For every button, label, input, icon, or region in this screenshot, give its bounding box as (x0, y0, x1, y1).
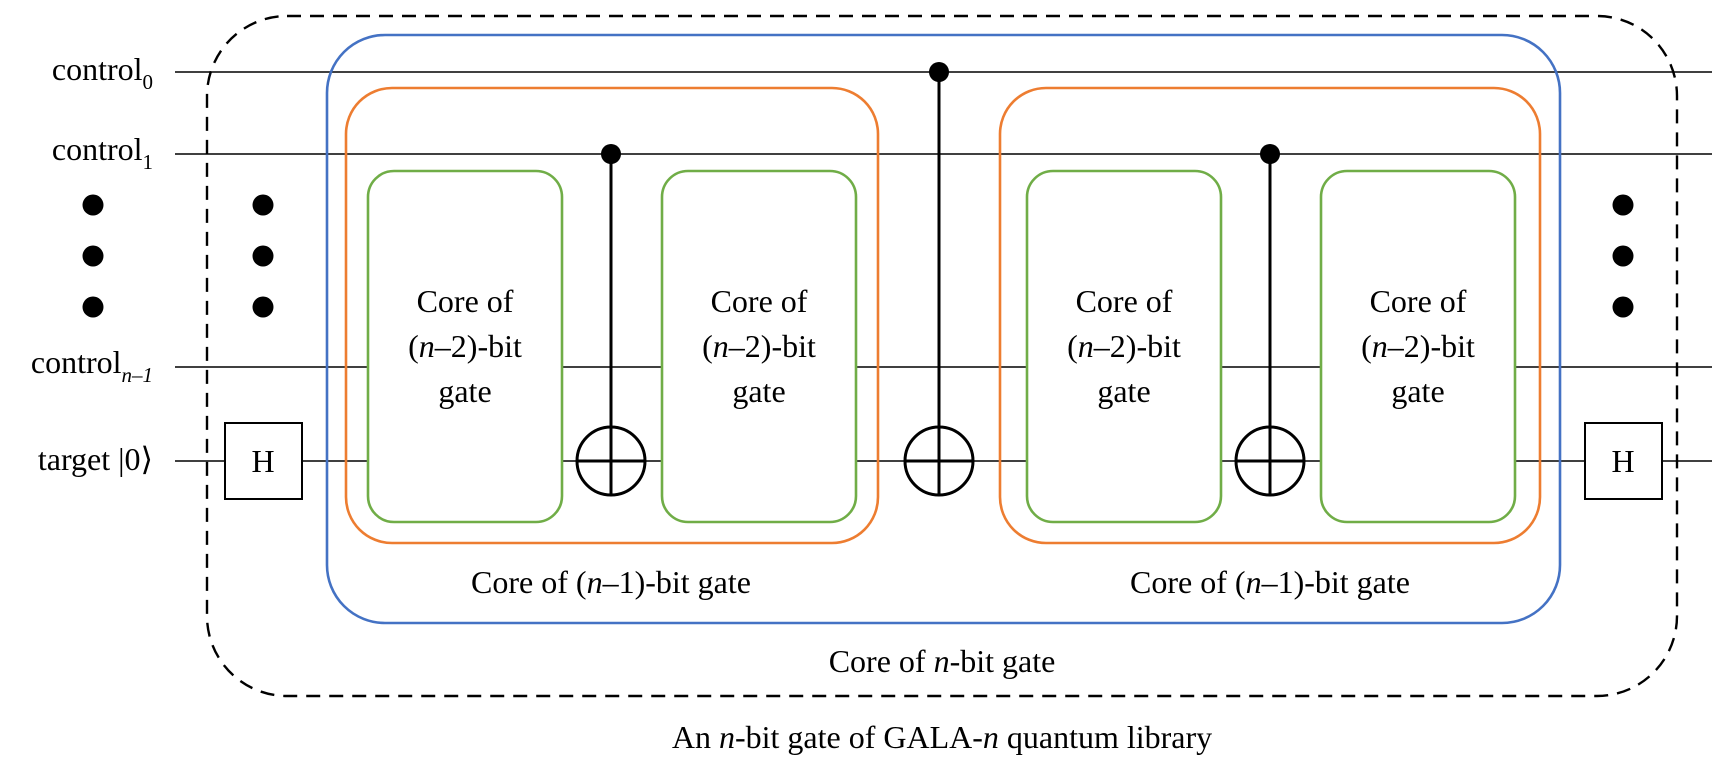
ellipsis-icon-left (252, 194, 274, 318)
core-n2-bit-label-1: Core of (n–2)-bit gate (408, 283, 522, 409)
core-n2-bit-box-3 (1025, 169, 1223, 524)
svg-text:Core of: Core of (1076, 283, 1173, 319)
wire-label-control-last: controln–1 (31, 344, 153, 387)
control-dot-icon (929, 62, 949, 82)
svg-text:gate: gate (438, 373, 491, 409)
core-n-bit-box (325, 33, 1562, 625)
svg-text:H: H (251, 443, 274, 479)
ellipsis-icon-right (1612, 194, 1634, 318)
core-n2-bit-box-2 (660, 169, 858, 524)
control-dot-icon (1260, 144, 1280, 164)
svg-text:Core of: Core of (711, 283, 808, 319)
core-n1-bit-caption-left: Core of (n–1)-bit gate (471, 564, 751, 600)
core-n2-bit-box-1 (366, 169, 564, 524)
svg-text:(n–2)-bit: (n–2)-bit (702, 328, 816, 364)
core-n2-bit-label-4: Core of (n–2)-bit gate (1361, 283, 1475, 409)
control-dot-icon (601, 144, 621, 164)
svg-text:Core of: Core of (1370, 283, 1467, 319)
svg-text:(n–2)-bit: (n–2)-bit (1067, 328, 1181, 364)
core-n1-bit-box-right (998, 86, 1542, 545)
core-n1-bit-caption-right: Core of (n–1)-bit gate (1130, 564, 1410, 600)
ellipsis-icon-labels (82, 194, 104, 318)
svg-text:Core of: Core of (417, 283, 514, 319)
hadamard-gate-left: H (224, 422, 303, 500)
core-n1-bit-box-left (344, 86, 880, 545)
svg-text:gate: gate (732, 373, 785, 409)
figure-caption: An n-bit gate of GALA-n quantum library (672, 719, 1212, 755)
svg-text:H: H (1611, 443, 1634, 479)
core-n-bit-caption: Core of n-bit gate (829, 643, 1056, 679)
wire-label-control0: control0 (52, 51, 153, 94)
wire-label-control1: control1 (52, 131, 153, 174)
svg-text:(n–2)-bit: (n–2)-bit (1361, 328, 1475, 364)
wire-label-target: target |0⟩ (38, 441, 153, 477)
core-n2-bit-label-3: Core of (n–2)-bit gate (1067, 283, 1181, 409)
cnot-right (1234, 144, 1306, 497)
cnot-center (903, 62, 975, 497)
svg-text:gate: gate (1391, 373, 1444, 409)
hadamard-gate-right: H (1584, 422, 1663, 500)
core-n2-bit-box-4 (1319, 169, 1517, 524)
n-bit-gate-box (205, 14, 1679, 698)
svg-text:(n–2)-bit: (n–2)-bit (408, 328, 522, 364)
core-n2-bit-label-2: Core of (n–2)-bit gate (702, 283, 816, 409)
svg-text:gate: gate (1097, 373, 1150, 409)
cnot-left (575, 144, 647, 497)
